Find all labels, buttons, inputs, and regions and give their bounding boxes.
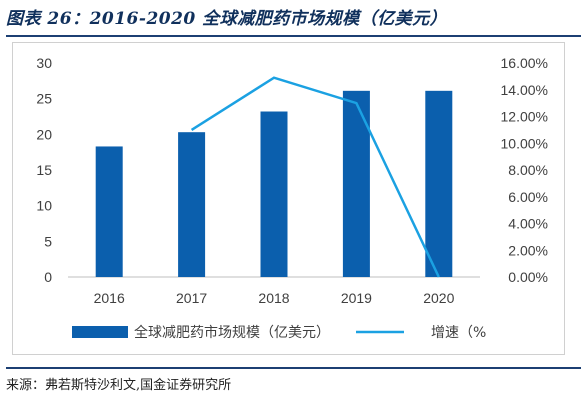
x-tick-label: 2016 [94,290,125,306]
y-left-tick-label: 0 [44,269,52,285]
y-right-tick-label: 6.00% [508,189,548,205]
bar-2018 [260,111,288,277]
y-right-tick-label: 14.00% [501,82,548,98]
x-tick-label: 2019 [341,290,372,306]
x-axis: 2016 2017 2018 2019 2020 [94,290,455,306]
y-right-tick-label: 4.00% [508,216,548,232]
x-tick-label: 2020 [423,290,454,306]
y-right-tick-label: 16.00% [501,55,548,71]
x-tick-label: 2018 [258,290,289,306]
bar-2017 [178,132,206,277]
legend-bar-swatch [72,326,128,338]
chart-frame [12,42,565,355]
bar-series [95,90,453,277]
y-left-tick-label: 5 [44,233,52,249]
y-right-tick-label: 12.00% [501,109,548,125]
y-left-tick-label: 20 [36,126,52,142]
y-left-tick-label: 30 [36,55,52,71]
bar-2019 [342,90,370,277]
x-tick-label: 2017 [176,290,207,306]
y-right-axis: 0.00% 2.00% 4.00% 6.00% 8.00% 10.00% 12.00% 14.… [501,55,548,285]
legend-bar-label: 全球减肥药市场规模（亿美元） [134,324,330,341]
y-left-tick-label: 15 [36,162,52,178]
legend-line-label: 增速（% [431,325,486,341]
y-right-tick-label: 8.00% [508,162,548,178]
growth-rate-line [190,76,440,278]
bar-2016 [95,146,123,277]
figure-title: 图表 26：2016-2020 全球减肥药市场规模（亿美元） [6,9,448,29]
y-left-axis: 0 5 10 15 20 25 30 [36,55,52,285]
legend: 全球减肥药市场规模（亿美元） 增速（% [72,324,486,341]
title-rule [6,35,581,37]
source-rule [6,367,581,369]
y-left-tick-label: 10 [36,198,52,214]
source-note: 来源：弗若斯特沙利文,国金证券研究所 [6,378,232,393]
y-right-tick-label: 2.00% [508,242,548,258]
y-right-tick-label: 10.00% [501,135,548,151]
y-left-tick-label: 25 [36,91,52,107]
y-right-tick-label: 0.00% [508,269,548,285]
bar-2020 [425,90,453,277]
